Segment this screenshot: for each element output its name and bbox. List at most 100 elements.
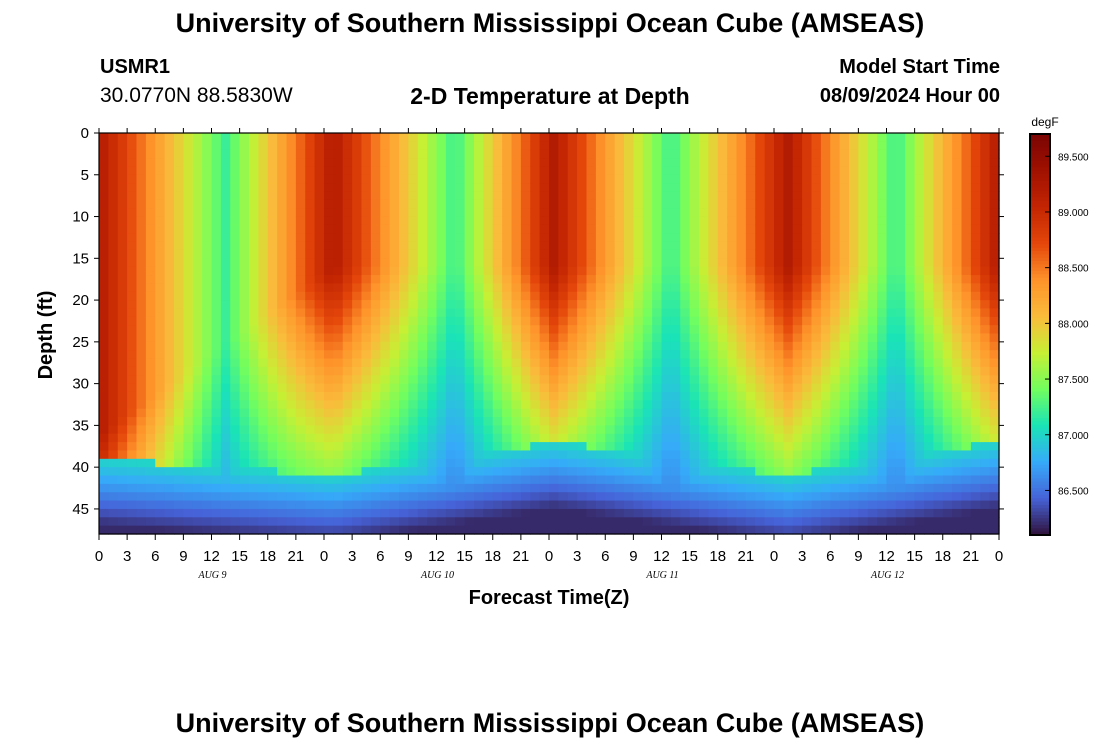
heatmap-cell	[380, 508, 391, 518]
heatmap-cell	[324, 249, 334, 259]
heatmap-cell	[914, 241, 925, 251]
colorbar-segment	[1030, 240, 1050, 245]
heatmap-cell	[849, 308, 859, 318]
heatmap-cell	[783, 442, 794, 452]
heatmap-cell	[802, 325, 813, 335]
heatmap-cell	[389, 266, 400, 276]
heatmap-cell	[520, 350, 531, 360]
heatmap-cell	[830, 216, 841, 226]
heatmap-cell	[961, 391, 972, 401]
heatmap-cell	[689, 500, 700, 510]
heatmap-cell	[989, 483, 1000, 493]
heatmap-cell	[924, 442, 934, 452]
heatmap-cell	[914, 366, 925, 376]
heatmap-cell	[258, 166, 269, 176]
heatmap-cell	[361, 508, 372, 518]
heatmap-cell	[230, 316, 241, 326]
heatmap-cell	[136, 433, 147, 443]
heatmap-cell	[839, 249, 850, 259]
heatmap-cell	[455, 492, 466, 502]
heatmap-cell	[689, 508, 700, 518]
heatmap-cell	[342, 216, 353, 226]
heatmap-cell	[249, 358, 259, 368]
heatmap-cell	[549, 508, 559, 518]
heatmap-cell	[492, 325, 503, 335]
heatmap-cell	[586, 191, 597, 201]
heatmap-cell	[567, 149, 578, 159]
heatmap-cell	[108, 191, 119, 201]
heatmap-cell	[286, 341, 297, 351]
heatmap-cell	[370, 325, 381, 335]
heatmap-cell	[455, 425, 466, 435]
heatmap-cell	[820, 283, 831, 293]
heatmap-cell	[258, 508, 269, 518]
heatmap-cell	[530, 483, 541, 493]
heatmap-cell	[830, 442, 841, 452]
heatmap-cell	[314, 249, 325, 259]
heatmap-cell	[117, 224, 128, 234]
heatmap-cell	[145, 433, 156, 443]
heatmap-cell	[502, 275, 513, 284]
heatmap-cell	[455, 525, 466, 535]
heatmap-cell	[211, 141, 222, 151]
heatmap-cell	[145, 350, 156, 360]
heatmap-cell	[117, 183, 128, 193]
heatmap-cell	[502, 316, 513, 326]
heatmap-cell	[295, 333, 306, 343]
heatmap-cell	[277, 249, 288, 259]
heatmap-cell	[136, 216, 147, 226]
heatmap-cell	[736, 425, 747, 435]
heatmap-cell	[399, 492, 409, 502]
heatmap-cell	[361, 316, 372, 326]
heatmap-cell	[333, 500, 344, 510]
heatmap-cell	[652, 199, 663, 209]
heatmap-cell	[108, 166, 119, 176]
heatmap-cell	[202, 275, 213, 284]
heatmap-cell	[258, 158, 269, 168]
heatmap-cell	[267, 442, 278, 452]
heatmap-cell	[324, 400, 334, 410]
heatmap-cell	[952, 391, 963, 401]
heatmap-cell	[661, 291, 672, 301]
heatmap-cell	[577, 442, 588, 452]
heatmap-cell	[361, 174, 372, 184]
heatmap-cell	[370, 517, 381, 527]
heatmap-cell	[230, 483, 241, 493]
heatmap-cell	[708, 450, 719, 460]
heatmap-cell	[933, 291, 944, 301]
heatmap-cell	[783, 216, 794, 226]
heatmap-cell	[577, 408, 588, 418]
heatmap-cell	[764, 391, 775, 401]
heatmap-cell	[164, 199, 175, 209]
heatmap-cell	[464, 308, 475, 318]
heatmap-cell	[736, 483, 747, 493]
heatmap-cell	[970, 383, 981, 393]
heatmap-cell	[689, 174, 700, 184]
heatmap-cell	[961, 216, 972, 226]
heatmap-cell	[295, 266, 306, 276]
heatmap-cell	[436, 508, 447, 518]
heatmap-cell	[895, 233, 906, 243]
heatmap-cell	[774, 199, 784, 209]
heatmap-cell	[530, 158, 541, 168]
heatmap-cell	[370, 341, 381, 351]
heatmap-cell	[717, 366, 728, 376]
heatmap-cell	[370, 216, 381, 226]
heatmap-cell	[549, 408, 559, 418]
heatmap-cell	[220, 174, 231, 184]
heatmap-cell	[858, 500, 869, 510]
heatmap-cell	[595, 483, 606, 493]
heatmap-cell	[811, 483, 822, 493]
heatmap-cell	[474, 400, 484, 410]
heatmap-cell	[792, 216, 803, 226]
heatmap-cell	[389, 249, 400, 259]
heatmap-cell	[333, 400, 344, 410]
heatmap-cell	[361, 366, 372, 376]
heatmap-cell	[192, 442, 203, 452]
heatmap-cell	[286, 308, 297, 318]
heatmap-cell	[820, 275, 831, 284]
heatmap-cell	[699, 258, 709, 268]
colorbar-segment	[1030, 284, 1050, 289]
heatmap-cell	[202, 141, 213, 151]
heatmap-cell	[624, 467, 634, 477]
